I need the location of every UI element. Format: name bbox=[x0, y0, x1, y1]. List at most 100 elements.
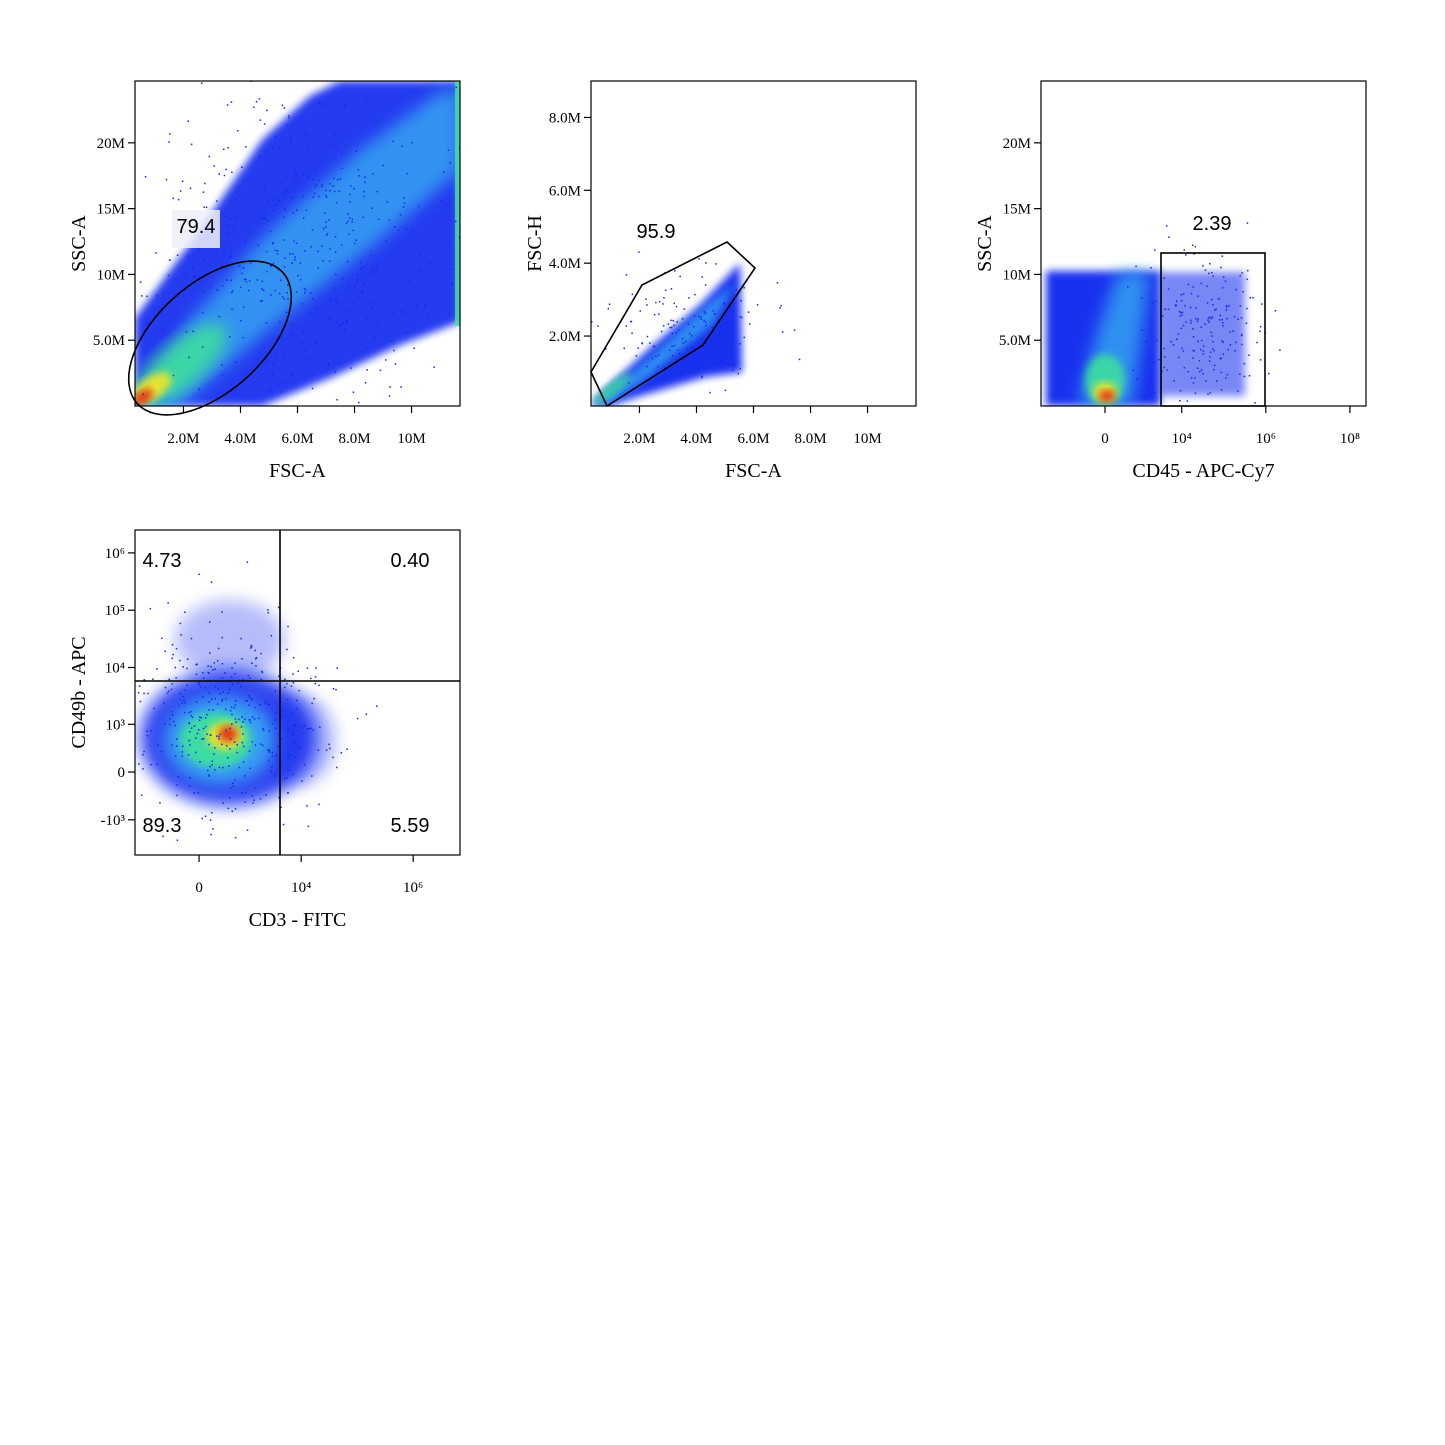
event-dot bbox=[192, 267, 194, 270]
event-dot bbox=[1136, 378, 1138, 380]
event-dot bbox=[345, 319, 348, 321]
event-dot bbox=[277, 606, 280, 609]
density-region bbox=[175, 600, 285, 680]
event-dot bbox=[228, 765, 230, 767]
event-dot bbox=[169, 259, 171, 261]
event-dot bbox=[347, 220, 349, 223]
event-dot bbox=[743, 287, 745, 289]
event-dot bbox=[607, 307, 610, 310]
event-dot bbox=[712, 310, 714, 312]
event-dot bbox=[311, 702, 313, 705]
event-dot bbox=[394, 363, 397, 365]
event-dot bbox=[283, 107, 286, 109]
event-dot bbox=[360, 268, 362, 270]
event-dot bbox=[280, 806, 282, 808]
event-dot bbox=[325, 226, 327, 228]
event-dot bbox=[201, 696, 204, 698]
event-dot bbox=[281, 709, 284, 711]
event-dot bbox=[311, 775, 313, 777]
event-dot bbox=[1211, 298, 1213, 301]
event-dot bbox=[385, 240, 387, 242]
event-dot bbox=[271, 766, 273, 769]
event-dot bbox=[197, 681, 200, 684]
event-dot bbox=[325, 196, 328, 199]
event-dot bbox=[147, 692, 149, 695]
event-dot bbox=[181, 180, 184, 183]
event-dot bbox=[334, 190, 336, 193]
event-dot bbox=[242, 229, 244, 231]
event-dot bbox=[261, 217, 263, 220]
event-dot bbox=[323, 212, 326, 214]
event-dot bbox=[352, 391, 355, 393]
event-dot bbox=[232, 782, 234, 784]
event-dot bbox=[271, 374, 274, 376]
event-dot bbox=[1164, 356, 1166, 358]
event-dot bbox=[1173, 380, 1175, 382]
event-dot bbox=[336, 667, 338, 669]
event-dot bbox=[245, 146, 247, 148]
event-dot bbox=[233, 741, 236, 743]
event-dot bbox=[522, 371, 524, 373]
event-dot bbox=[231, 290, 234, 292]
event-dot bbox=[705, 321, 707, 323]
event-dot bbox=[260, 678, 262, 681]
x-tick-label: 2.0M bbox=[167, 431, 199, 447]
event-dot bbox=[1214, 309, 1216, 311]
event-dot bbox=[1158, 358, 1160, 361]
event-dot bbox=[190, 727, 193, 729]
event-dot bbox=[318, 684, 320, 687]
event-dot bbox=[333, 308, 335, 310]
event-dot bbox=[217, 647, 220, 650]
event-dot bbox=[638, 251, 640, 253]
event-dot bbox=[671, 355, 674, 357]
event-dot bbox=[662, 303, 664, 305]
event-dot bbox=[209, 765, 211, 768]
event-dot bbox=[1200, 348, 1202, 351]
event-dot bbox=[637, 347, 639, 349]
event-dot bbox=[676, 321, 678, 323]
event-dot bbox=[241, 215, 244, 218]
event-dot bbox=[291, 262, 293, 264]
event-dot bbox=[1164, 308, 1166, 310]
event-dot bbox=[631, 293, 634, 296]
event-dot bbox=[292, 212, 294, 214]
event-dot bbox=[715, 263, 717, 265]
event-dot bbox=[297, 670, 299, 672]
event-dot bbox=[338, 190, 340, 192]
y-axis-title: CD49b - APC bbox=[68, 636, 90, 748]
event-dot bbox=[286, 682, 288, 685]
event-dot bbox=[675, 305, 678, 308]
event-dot bbox=[1181, 314, 1183, 316]
event-dot bbox=[152, 678, 154, 680]
event-dot bbox=[287, 755, 289, 758]
event-dot bbox=[209, 819, 212, 821]
event-dot bbox=[237, 46, 239, 48]
event-dot bbox=[245, 281, 248, 283]
event-dot bbox=[244, 241, 246, 244]
event-dot bbox=[325, 189, 327, 192]
event-dot bbox=[261, 288, 263, 290]
event-dot bbox=[198, 388, 200, 390]
event-dot bbox=[272, 243, 274, 245]
event-dot bbox=[390, 340, 393, 343]
event-dot bbox=[187, 754, 190, 756]
event-dot bbox=[335, 273, 337, 276]
event-dot bbox=[1199, 370, 1201, 373]
event-dot bbox=[747, 311, 750, 313]
event-dot bbox=[176, 254, 179, 256]
density-region bbox=[455, 81, 460, 326]
event-dot bbox=[306, 805, 308, 807]
event-dot bbox=[1222, 353, 1224, 355]
event-dot bbox=[1208, 360, 1211, 362]
event-dot bbox=[172, 653, 174, 656]
event-dot bbox=[674, 270, 676, 272]
event-dot bbox=[712, 341, 714, 343]
event-dot bbox=[235, 198, 237, 200]
event-dot bbox=[310, 677, 312, 680]
event-dot bbox=[229, 738, 232, 740]
event-dot bbox=[693, 326, 695, 328]
event-dot bbox=[1140, 297, 1143, 299]
event-dot bbox=[195, 737, 197, 739]
event-dot bbox=[298, 747, 300, 749]
